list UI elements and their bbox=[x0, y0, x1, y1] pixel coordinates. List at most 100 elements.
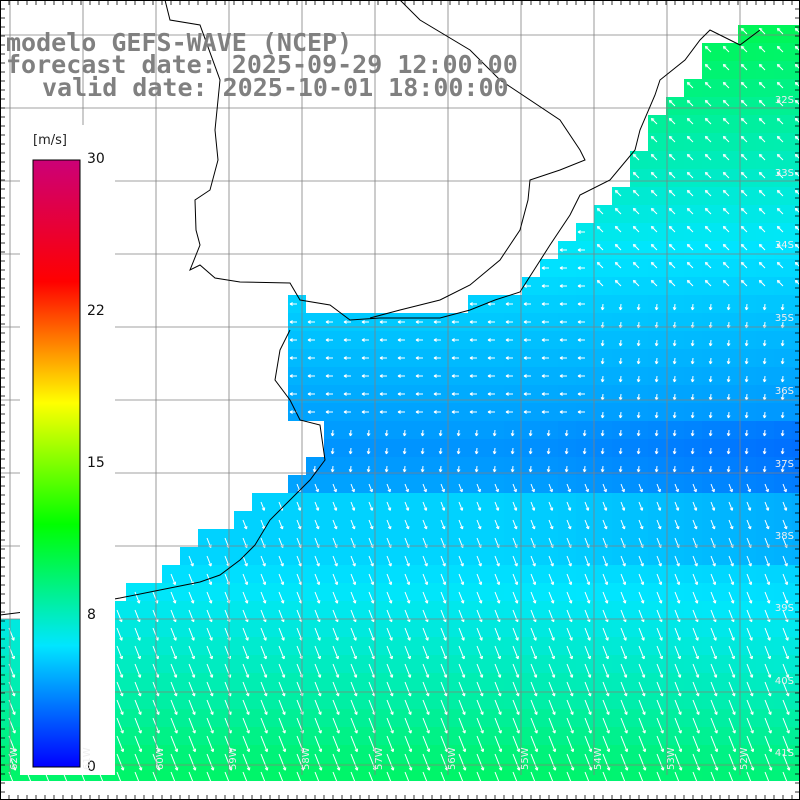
wind-arrow bbox=[740, 261, 748, 269]
wind-arrow bbox=[512, 753, 520, 771]
wind-arrow-head bbox=[331, 469, 335, 473]
wind-arrow-head bbox=[379, 393, 383, 396]
wind-arrow bbox=[746, 573, 752, 585]
wind-arrow-head bbox=[740, 190, 743, 194]
wind-arrow bbox=[704, 117, 712, 125]
wind-arrow bbox=[764, 627, 771, 641]
wind-cell bbox=[792, 367, 800, 385]
wind-arrow bbox=[710, 771, 719, 789]
wind-arrow bbox=[494, 519, 500, 530]
wind-arrow-head bbox=[758, 262, 761, 266]
wind-arrow bbox=[692, 627, 699, 641]
wind-arrow-head bbox=[505, 303, 509, 306]
wind-arrow bbox=[722, 99, 730, 107]
wind-cell bbox=[792, 385, 800, 403]
lat-label: 36S bbox=[774, 386, 794, 397]
wind-arrow bbox=[548, 663, 555, 678]
colorbar-tick: 0 bbox=[87, 759, 96, 775]
wind-arrow bbox=[170, 645, 177, 660]
wind-arrow-head bbox=[379, 339, 383, 342]
wind-arrow bbox=[776, 261, 784, 269]
wind-arrow bbox=[458, 645, 465, 660]
wind-arrow-head bbox=[668, 100, 671, 104]
wind-arrow-head bbox=[722, 172, 725, 176]
wind-arrow bbox=[512, 483, 517, 493]
wind-arrow-head bbox=[307, 375, 311, 378]
wind-arrow bbox=[134, 609, 141, 622]
wind-arrow bbox=[350, 501, 355, 511]
wind-arrow-head bbox=[763, 415, 767, 419]
wind-arrow bbox=[476, 681, 484, 697]
wind-arrow bbox=[368, 609, 375, 622]
wind-arrow bbox=[740, 171, 748, 179]
wind-arrow-head bbox=[451, 375, 455, 378]
wind-arrow-head bbox=[523, 303, 527, 306]
wind-arrow-head bbox=[505, 375, 509, 378]
wind-arrow bbox=[242, 681, 250, 697]
wind-arrow-head bbox=[415, 375, 419, 378]
wind-arrow-head bbox=[577, 321, 581, 324]
wind-arrow-head bbox=[776, 28, 779, 32]
wind-arrow-head bbox=[583, 469, 587, 473]
wind-arrow-head bbox=[415, 321, 419, 324]
wind-arrow bbox=[632, 225, 640, 233]
wind-arrow bbox=[728, 681, 736, 697]
wind-arrow bbox=[332, 699, 340, 715]
wind-arrow bbox=[278, 591, 284, 604]
wind-arrow bbox=[476, 771, 485, 789]
wind-arrow bbox=[584, 753, 592, 771]
wind-arrow bbox=[758, 135, 766, 143]
wind-arrow bbox=[476, 735, 484, 752]
wind-arrow-head bbox=[650, 208, 653, 212]
wind-arrow bbox=[782, 483, 787, 493]
wind-arrow bbox=[458, 609, 465, 622]
wind-arrow bbox=[530, 573, 536, 585]
wind-arrow bbox=[350, 555, 356, 567]
wind-arrow-head bbox=[794, 100, 797, 104]
wind-arrow-head bbox=[469, 303, 473, 306]
wind-arrow bbox=[422, 627, 429, 641]
wind-arrow bbox=[776, 117, 784, 125]
wind-arrow bbox=[134, 717, 142, 734]
wind-arrow bbox=[620, 681, 628, 697]
wind-arrow bbox=[728, 663, 735, 678]
wind-arrow bbox=[332, 591, 338, 604]
wind-arrow-head bbox=[668, 118, 671, 122]
wind-arrow bbox=[368, 699, 376, 715]
wind-arrow-head bbox=[511, 469, 515, 473]
wind-arrow bbox=[740, 279, 748, 287]
wind-cell bbox=[792, 619, 800, 637]
wind-arrow-head bbox=[637, 451, 641, 455]
wind-arrow bbox=[422, 591, 428, 604]
wind-arrow-head bbox=[487, 321, 491, 324]
wind-arrow-head bbox=[505, 411, 509, 414]
wind-arrow bbox=[710, 753, 718, 771]
wind-arrow bbox=[350, 483, 355, 493]
wind-arrow bbox=[476, 519, 482, 530]
wind-arrow-head bbox=[794, 190, 797, 194]
wind-arrow-head bbox=[385, 451, 389, 455]
wind-arrow bbox=[740, 243, 748, 251]
wind-cell bbox=[792, 151, 800, 169]
wind-arrow bbox=[782, 681, 790, 697]
wind-arrow bbox=[686, 81, 694, 89]
wind-arrow bbox=[440, 519, 446, 530]
wind-arrow bbox=[782, 627, 789, 641]
wind-arrow-head bbox=[559, 357, 563, 360]
wind-arrow bbox=[620, 663, 627, 678]
wind-arrow bbox=[188, 735, 196, 752]
wind-cell bbox=[792, 529, 800, 547]
lon-label: 61W bbox=[82, 747, 93, 770]
wind-arrow bbox=[458, 627, 465, 641]
wind-cell bbox=[792, 277, 800, 295]
wind-arrow-head bbox=[781, 307, 785, 311]
wind-arrow bbox=[728, 771, 737, 789]
wind-arrow bbox=[776, 189, 784, 197]
wind-arrow-head bbox=[740, 226, 743, 230]
wind-arrow bbox=[584, 771, 593, 789]
wind-arrow bbox=[314, 663, 321, 678]
wind-arrow-head bbox=[565, 469, 569, 473]
wind-cell bbox=[792, 601, 800, 619]
wind-arrow bbox=[728, 735, 736, 752]
wind-arrow bbox=[728, 753, 736, 771]
